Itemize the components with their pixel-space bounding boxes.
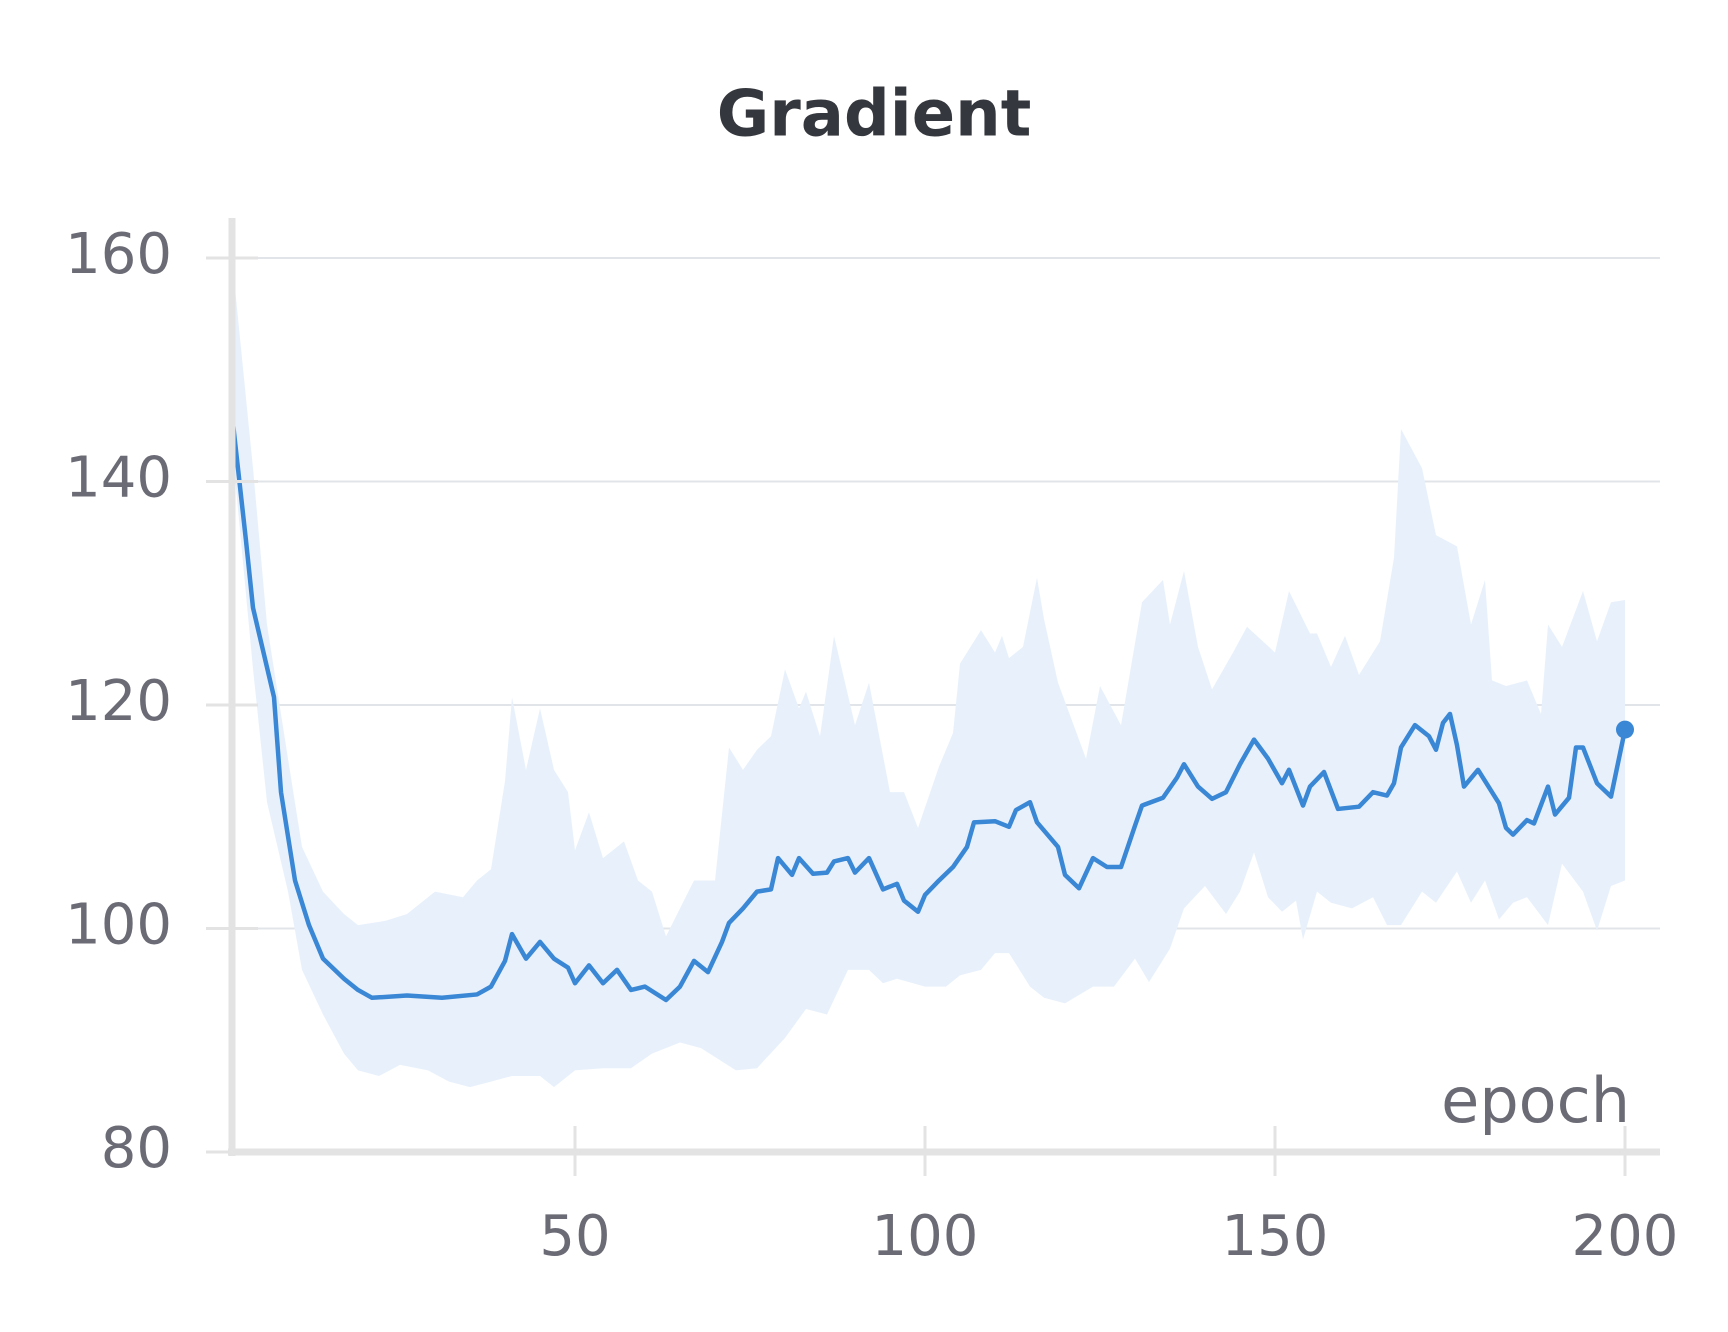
x-tick-label: 100 bbox=[872, 1204, 979, 1269]
range-band bbox=[232, 258, 1625, 1088]
chart-title: Gradient bbox=[717, 78, 1032, 152]
x-tick-label: 50 bbox=[539, 1204, 610, 1269]
plot-area bbox=[229, 258, 1634, 1088]
axes: 80 100 120 140 160 50 100 150 200 bbox=[65, 218, 1678, 1269]
y-tick-label: 160 bbox=[65, 222, 172, 287]
y-tick-label: 100 bbox=[65, 893, 172, 958]
y-tick-label: 120 bbox=[65, 669, 172, 734]
x-tick-label: 150 bbox=[1222, 1204, 1329, 1269]
x-axis-label: epoch bbox=[1441, 1064, 1630, 1137]
y-tick-label: 80 bbox=[101, 1116, 172, 1181]
last-point bbox=[1616, 720, 1634, 739]
x-tick-label: 200 bbox=[1572, 1204, 1679, 1269]
line bbox=[229, 414, 1628, 1003]
y-tick-label: 140 bbox=[65, 446, 172, 511]
